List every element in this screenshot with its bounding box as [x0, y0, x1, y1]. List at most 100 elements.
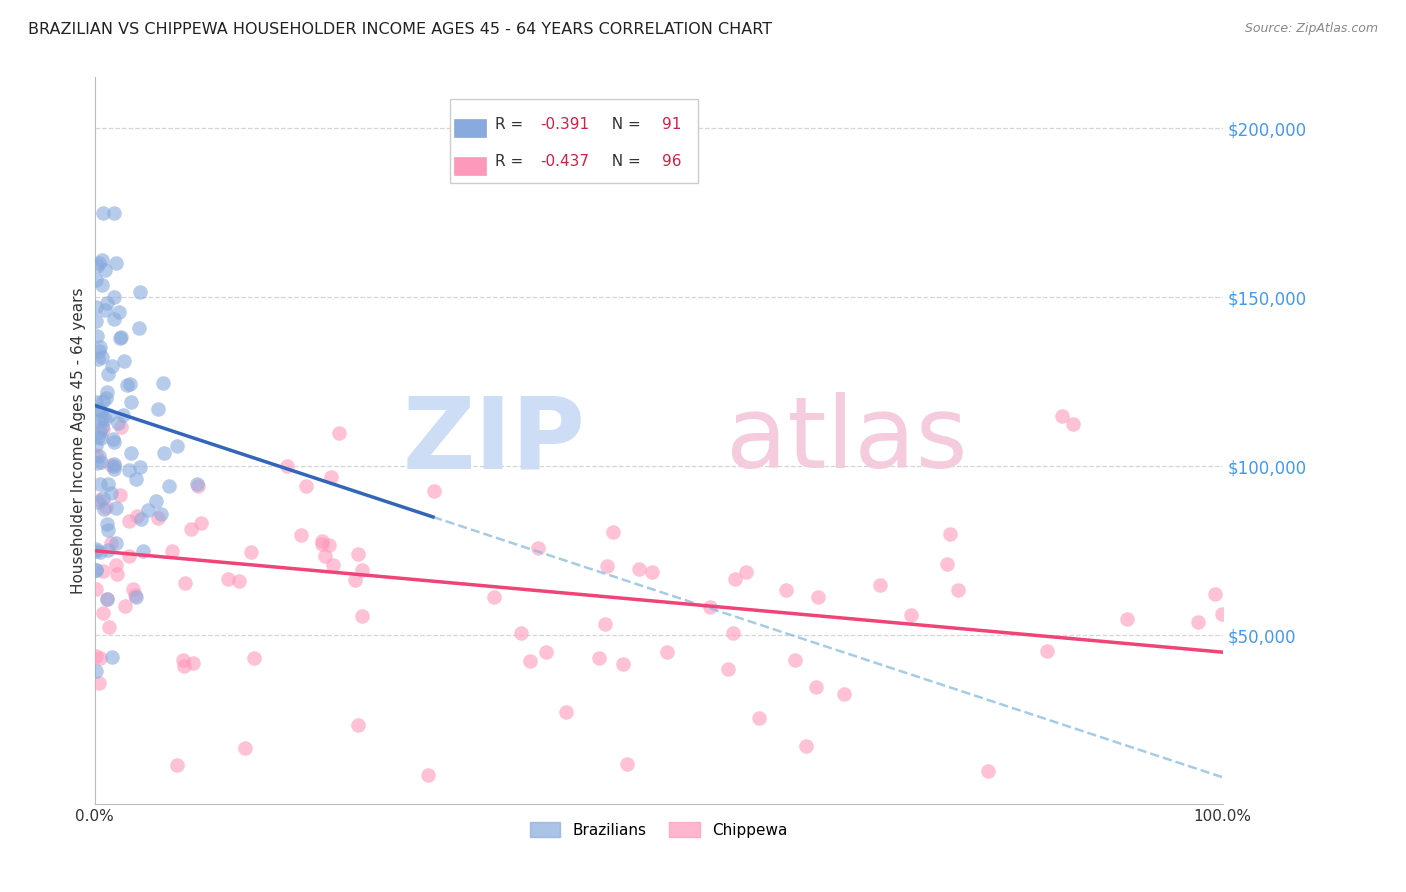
- Text: atlas: atlas: [727, 392, 967, 490]
- Point: [90, 253, 112, 268]
- Point: [243, 650, 266, 665]
- FancyBboxPatch shape: [454, 120, 486, 137]
- Point: [86, 456, 108, 470]
- Point: [98, 408, 121, 422]
- Point: [519, 654, 541, 668]
- Point: [90, 410, 112, 425]
- Point: [100, 458, 122, 472]
- Point: [588, 651, 610, 665]
- Point: [322, 558, 344, 572]
- Point: [97, 542, 120, 557]
- Point: [105, 501, 128, 516]
- Point: [166, 439, 188, 453]
- Y-axis label: Householder Income Ages 45 - 64 years: Householder Income Ages 45 - 64 years: [72, 287, 86, 594]
- Point: [91, 491, 114, 505]
- Point: [108, 331, 131, 345]
- Point: [103, 289, 125, 303]
- Point: [181, 656, 204, 670]
- Point: [89, 401, 111, 416]
- Point: [91, 564, 114, 578]
- Point: [172, 653, 194, 667]
- Point: [94, 500, 117, 515]
- Point: [146, 402, 169, 417]
- Point: [276, 458, 298, 473]
- Point: [131, 511, 153, 525]
- Point: [1187, 615, 1209, 630]
- Point: [103, 312, 125, 326]
- Point: [94, 262, 117, 277]
- FancyBboxPatch shape: [454, 157, 486, 175]
- Point: [347, 547, 370, 561]
- Point: [129, 460, 152, 475]
- Point: [91, 421, 114, 435]
- Point: [103, 435, 125, 450]
- Point: [186, 476, 208, 491]
- Point: [350, 609, 373, 624]
- Text: -0.437: -0.437: [540, 154, 589, 169]
- Point: [86, 259, 108, 273]
- Point: [173, 576, 195, 591]
- Point: [87, 256, 110, 270]
- Point: [794, 739, 817, 753]
- Point: [84, 563, 107, 577]
- Point: [699, 599, 721, 614]
- Point: [162, 543, 184, 558]
- Point: [96, 592, 118, 607]
- Point: [775, 582, 797, 597]
- Point: [118, 549, 141, 563]
- Text: N =: N =: [602, 117, 645, 132]
- Point: [190, 516, 212, 530]
- Point: [166, 758, 188, 772]
- Point: [96, 592, 118, 607]
- Point: [977, 764, 1000, 778]
- Point: [318, 538, 340, 552]
- Point: [145, 494, 167, 508]
- Point: [84, 314, 107, 328]
- Point: [180, 523, 202, 537]
- Point: [717, 662, 740, 676]
- Point: [173, 658, 195, 673]
- Point: [111, 409, 134, 423]
- Point: [84, 563, 107, 577]
- Point: [127, 509, 149, 524]
- Point: [152, 376, 174, 391]
- Point: [124, 588, 146, 602]
- Point: [122, 582, 145, 596]
- Point: [108, 488, 131, 502]
- Point: [107, 416, 129, 430]
- Point: [350, 563, 373, 577]
- Point: [120, 446, 142, 460]
- Point: [832, 687, 855, 701]
- Point: [84, 542, 107, 557]
- Point: [125, 590, 148, 604]
- Point: [804, 681, 827, 695]
- Point: [616, 756, 638, 771]
- Point: [100, 486, 122, 500]
- Point: [87, 494, 110, 508]
- Point: [228, 574, 250, 588]
- Text: R =: R =: [495, 117, 529, 132]
- Point: [103, 457, 125, 471]
- Text: N =: N =: [602, 154, 645, 169]
- Text: 96: 96: [662, 154, 682, 169]
- Point: [554, 705, 576, 719]
- Point: [84, 438, 107, 452]
- Point: [595, 616, 617, 631]
- Point: [107, 305, 129, 319]
- Point: [97, 523, 120, 537]
- Point: [628, 562, 651, 576]
- Point: [1204, 587, 1226, 601]
- Point: [118, 462, 141, 476]
- Point: [89, 477, 111, 491]
- Point: [153, 446, 176, 460]
- Point: [1036, 644, 1059, 658]
- Point: [120, 395, 142, 409]
- Point: [84, 544, 107, 558]
- Point: [128, 321, 150, 335]
- Point: [157, 479, 180, 493]
- Point: [1211, 607, 1233, 621]
- Point: [97, 368, 120, 382]
- Point: [641, 565, 664, 579]
- Point: [91, 205, 114, 219]
- Point: [117, 514, 139, 528]
